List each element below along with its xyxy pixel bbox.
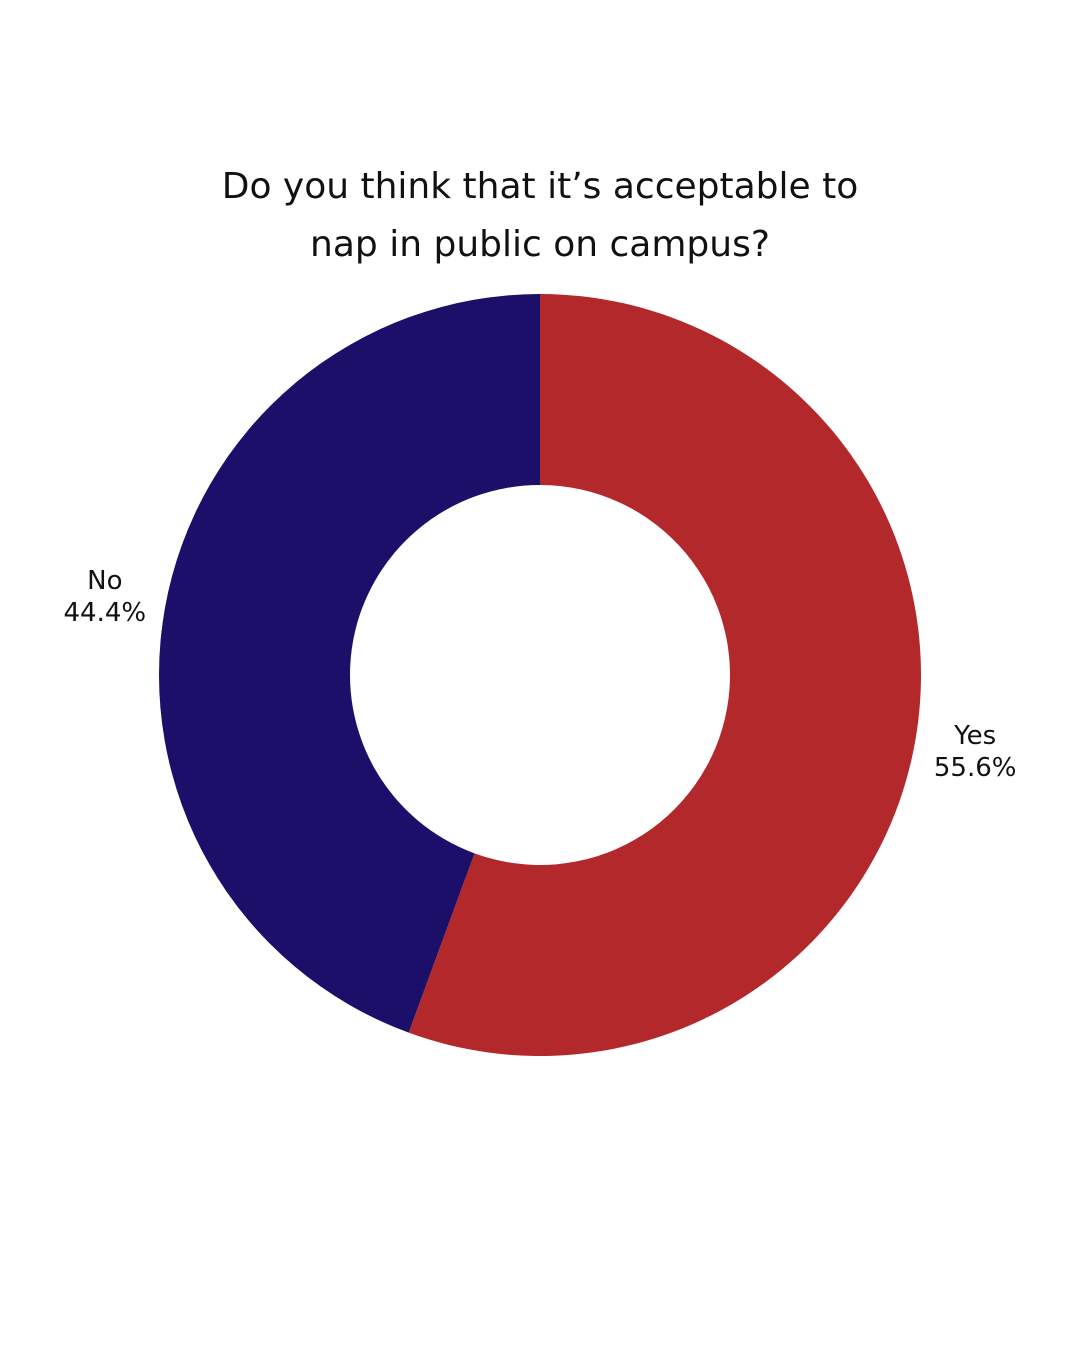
donut-slice: [408, 294, 921, 1056]
value-label: 55.6%: [934, 753, 1017, 783]
chart-title: Do you think that it’s acceptable to nap…: [221, 166, 859, 265]
slice-label: Yes: [953, 721, 996, 751]
value-label: 44.4%: [64, 598, 147, 628]
donut-slice: [158, 294, 540, 1033]
slice-label: No: [87, 566, 122, 596]
